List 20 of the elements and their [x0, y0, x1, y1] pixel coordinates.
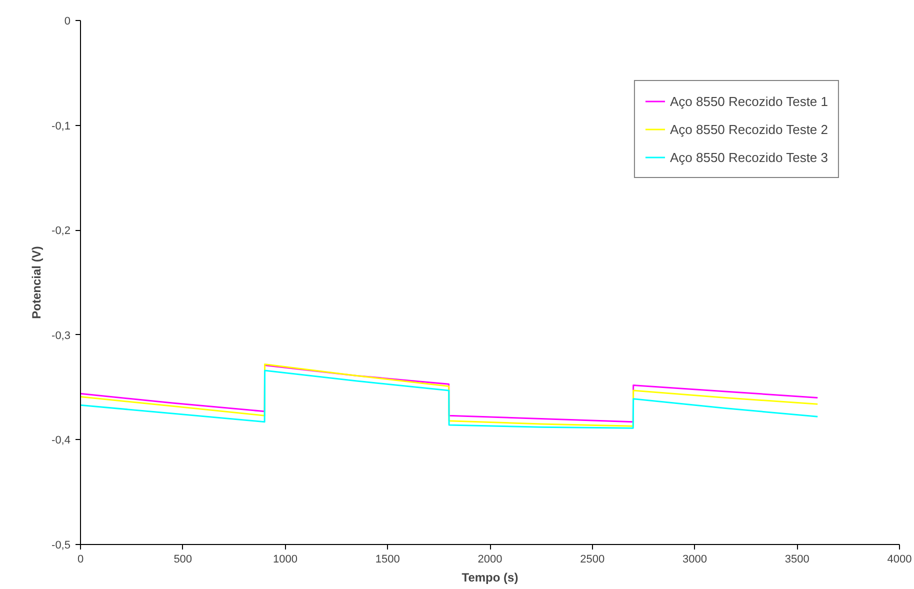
legend-label: Aço 8550 Recozido Teste 1: [670, 94, 828, 108]
x-tick-label: 3500: [784, 554, 810, 566]
x-tick-label: 2500: [580, 554, 605, 566]
x-tick-label: 0: [77, 554, 84, 566]
y-tick-label: -0,4: [52, 434, 71, 447]
x-tick-label: 1500: [375, 554, 400, 566]
x-tick-label: 1000: [273, 554, 298, 566]
y-axis-title: Potencial (V): [30, 246, 44, 319]
y-tick-label: -0,1: [52, 120, 71, 132]
x-tick-label: 2000: [478, 554, 502, 566]
x-tick-label: 500: [174, 554, 192, 566]
y-tick-label: -0,2: [52, 225, 71, 238]
y-tick-label: 0: [64, 16, 71, 28]
y-tick-label: -0,5: [52, 540, 71, 552]
x-axis-title: Tempo (s): [462, 570, 518, 584]
y-tick-label: -0,3: [52, 330, 71, 342]
legend-label: Aço 8550 Recozido Teste 3: [670, 150, 828, 164]
x-tick-label: 4000: [887, 554, 912, 566]
legend-label: Aço 8550 Recozido Teste 2: [670, 122, 828, 136]
x-tick-label: 3000: [682, 554, 707, 566]
